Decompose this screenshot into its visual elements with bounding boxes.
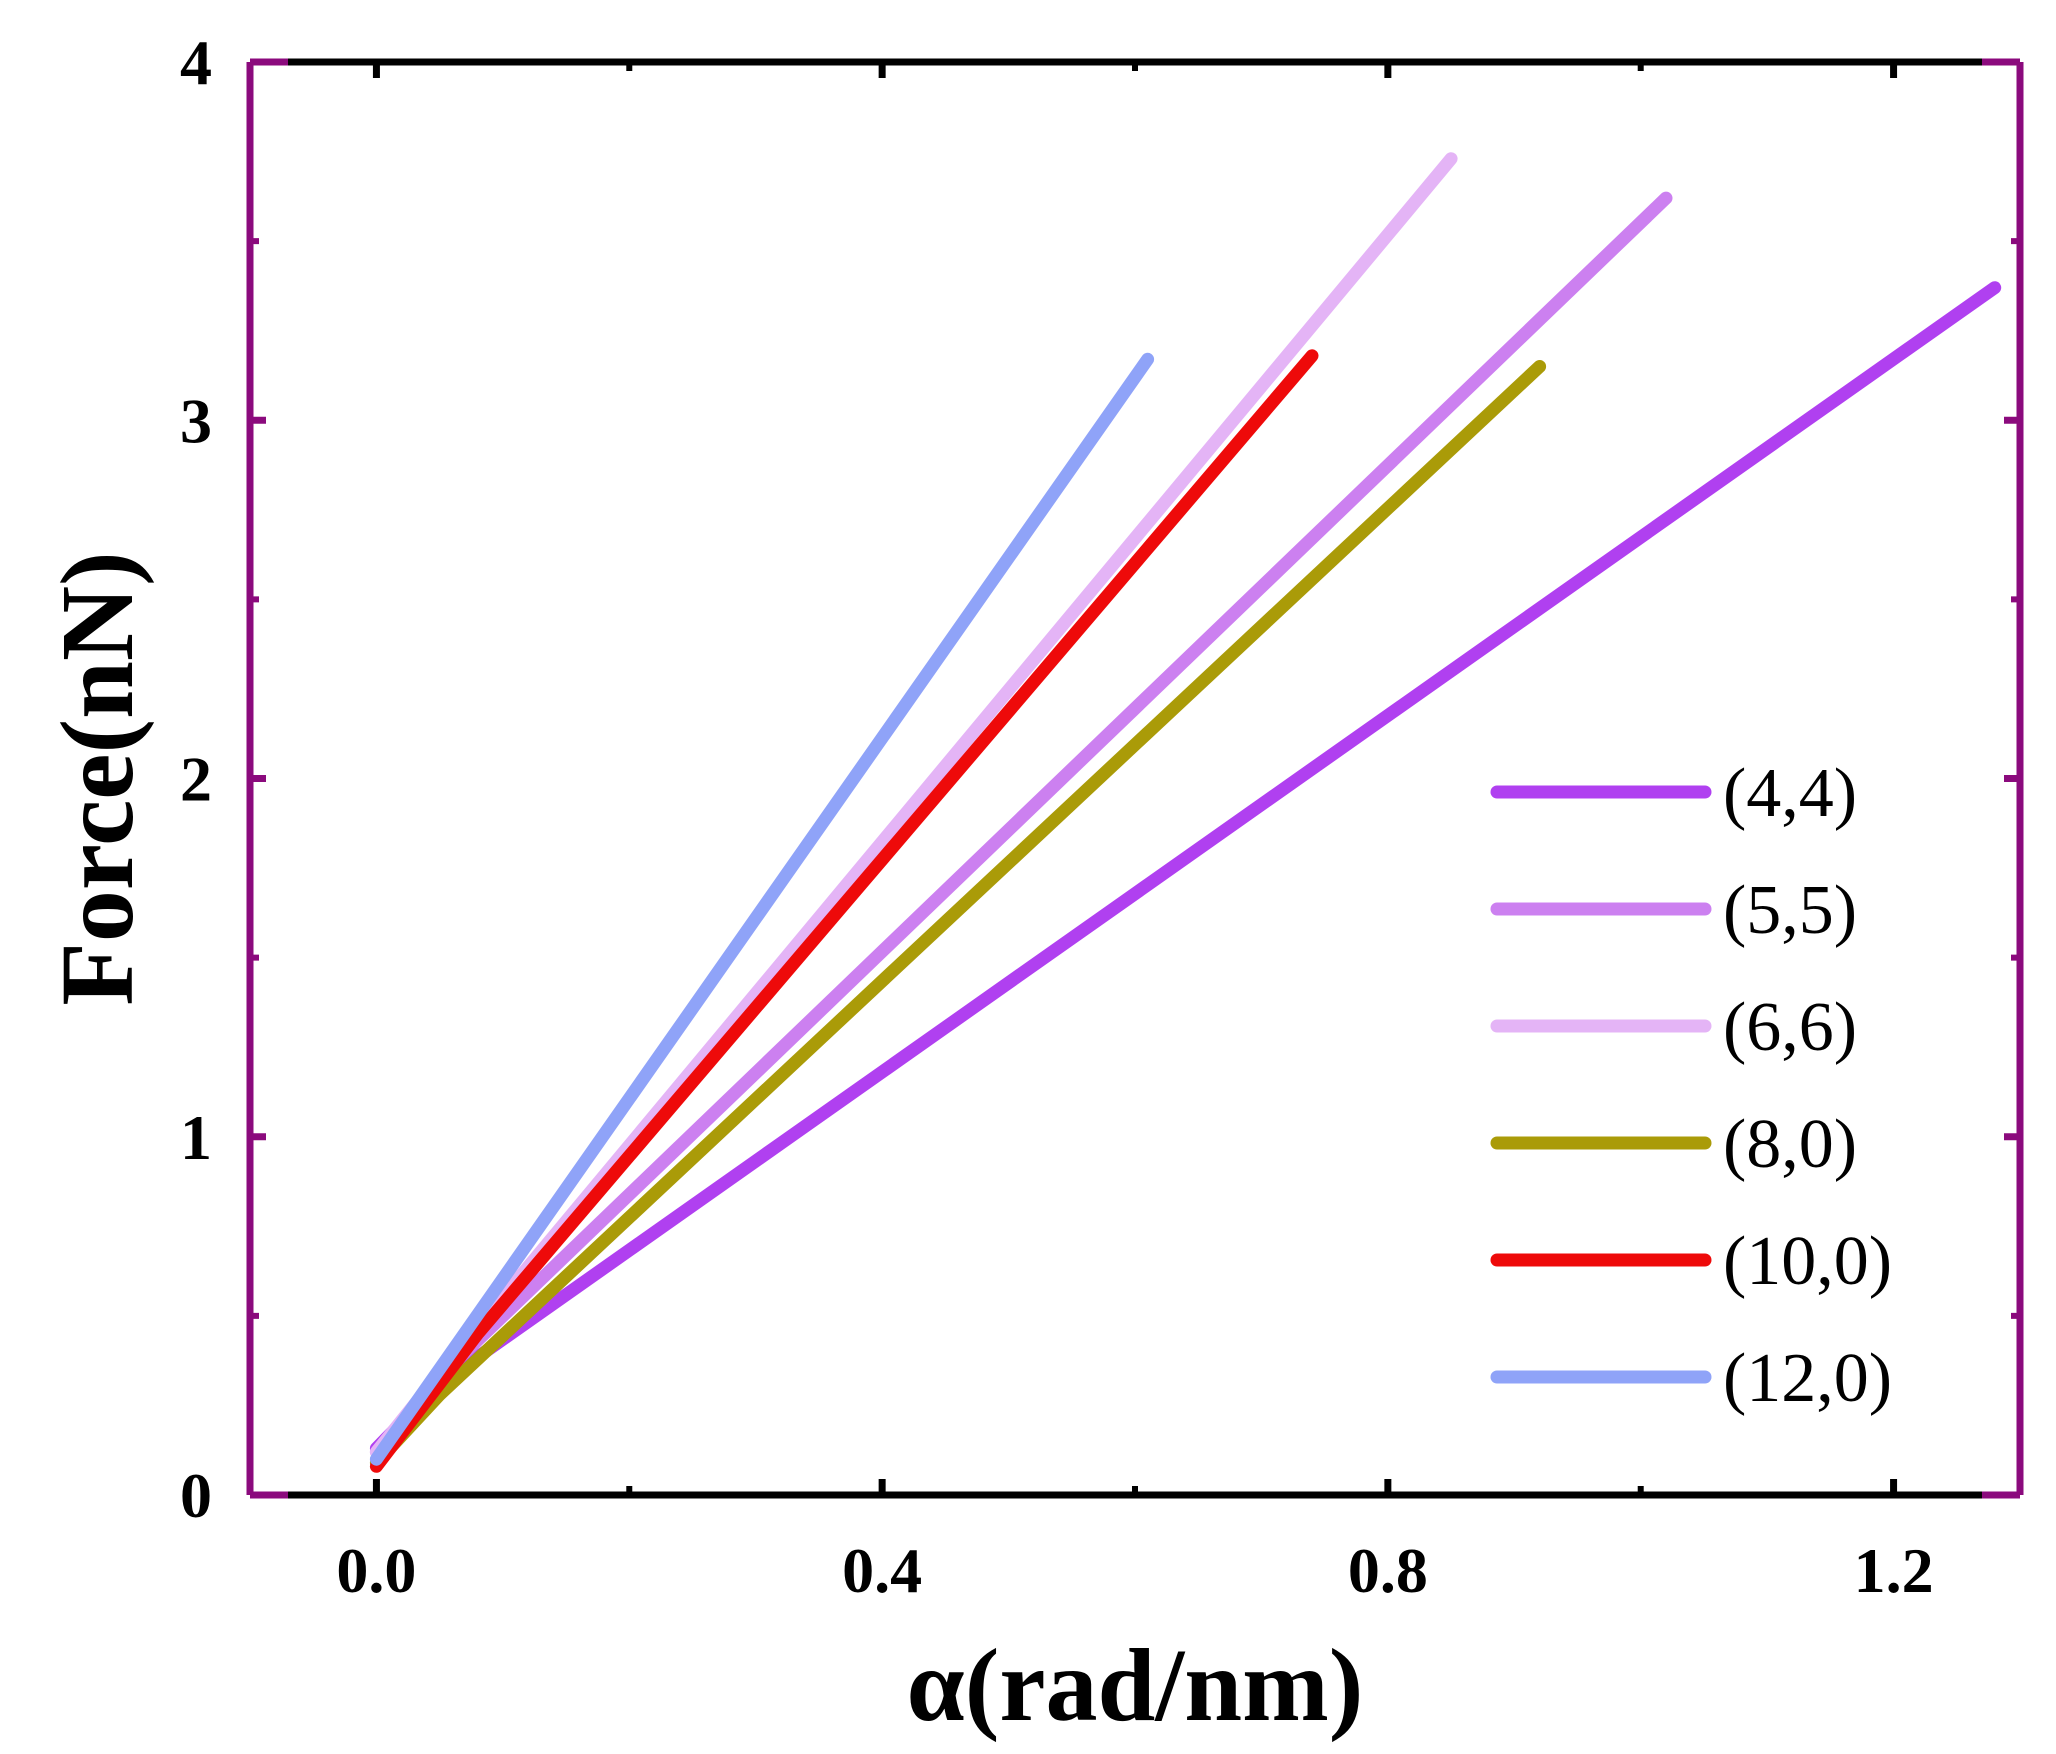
series-line-1 <box>369 191 1673 1459</box>
legend-label-5: (12,0) <box>1723 1340 1892 1417</box>
x-axis-title: α(rad/nm) <box>907 1628 1364 1743</box>
legend-label-3: (8,0) <box>1723 1106 1857 1183</box>
legend-label-2: (6,6) <box>1723 989 1857 1066</box>
y-tick-label: 4 <box>180 27 212 98</box>
legend-label-0: (4,4) <box>1723 755 1857 832</box>
y-tick-label: 0 <box>180 1460 212 1531</box>
axis-ticks: 0.0 0.4 0.8 1.2 0 1 2 3 4 <box>180 27 2020 1606</box>
legend: (4,4) (5,5) (6,6) (8,0) (10,0) (12,0) <box>1490 755 1892 1417</box>
x-tick-label: 0.4 <box>842 1535 922 1606</box>
legend-label-1: (5,5) <box>1723 872 1857 949</box>
series-line-3 <box>369 360 1547 1470</box>
series-layer <box>369 152 2002 1473</box>
y-axis-title: Force(nN) <box>40 551 155 1005</box>
x-tick-label: 1.2 <box>1854 1535 1934 1606</box>
y-tick-label: 1 <box>180 1102 212 1173</box>
series-line-5 <box>369 352 1155 1466</box>
legend-label-4: (10,0) <box>1723 1223 1892 1300</box>
y-tick-label: 3 <box>180 385 212 456</box>
x-tick-label: 0.8 <box>1348 1535 1428 1606</box>
x-tick-label: 0.0 <box>336 1535 416 1606</box>
y-tick-label: 2 <box>180 744 212 815</box>
